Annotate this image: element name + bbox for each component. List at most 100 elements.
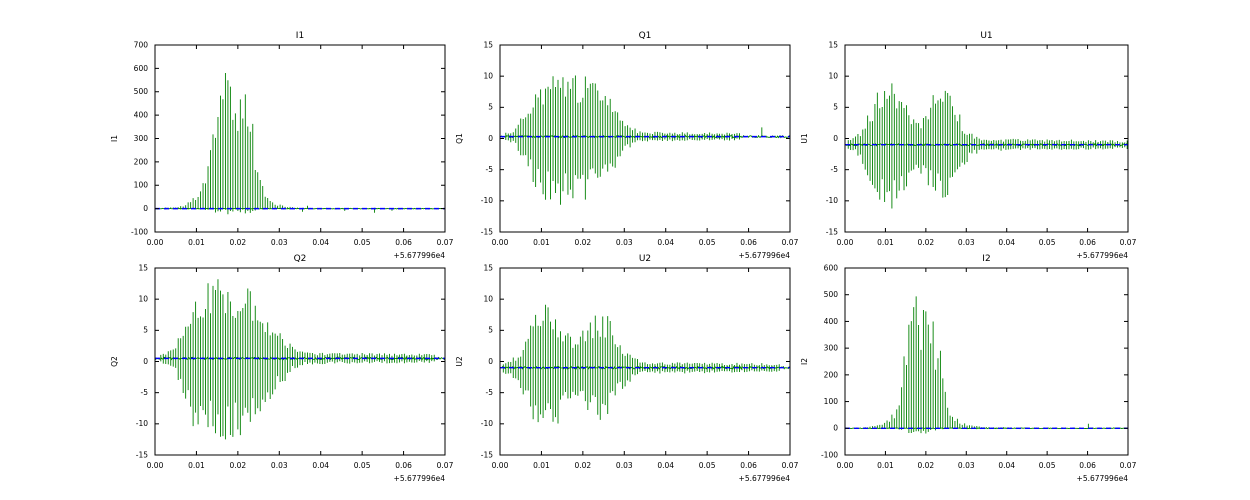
- y-axis-label: U1: [800, 133, 809, 143]
- x-tick-label: 0.06: [395, 238, 412, 247]
- x-tick-label: 0.02: [918, 238, 935, 247]
- y-tick-label: 200: [824, 370, 839, 379]
- subplot-title: U2: [639, 254, 651, 264]
- y-tick-label: -10: [481, 419, 493, 428]
- x-tick-label: 0.07: [782, 461, 799, 470]
- signal-trace: [155, 73, 445, 215]
- y-tick-label: 5: [488, 103, 493, 112]
- x-tick-label: 0.01: [877, 461, 894, 470]
- subplot-title: I1: [296, 31, 304, 41]
- subplot-title: U1: [980, 31, 992, 41]
- x-tick-label: 0.00: [492, 461, 509, 470]
- x-tick-label: 0.01: [877, 238, 894, 247]
- x-tick-label: 0.03: [271, 238, 288, 247]
- y-tick-label: -5: [141, 388, 149, 397]
- x-tick-label: 0.05: [354, 238, 371, 247]
- y-tick-label: 500: [134, 87, 149, 96]
- x-tick-label: 0.05: [354, 461, 371, 470]
- x-tick-label: 0.06: [395, 461, 412, 470]
- y-tick-label: 300: [824, 344, 839, 353]
- x-offset-label: +5.677996e4: [394, 474, 446, 483]
- x-tick-label: 0.04: [657, 461, 674, 470]
- y-tick-label: 15: [828, 40, 838, 49]
- y-tick-label: 700: [134, 40, 149, 49]
- y-tick-label: -15: [481, 227, 493, 236]
- x-tick-label: 0.00: [147, 461, 164, 470]
- x-tick-label: 0.01: [533, 461, 550, 470]
- x-tick-label: 0.01: [188, 238, 205, 247]
- y-tick-label: 5: [488, 326, 493, 335]
- y-tick-label: 10: [483, 295, 493, 304]
- x-tick-label: 0.03: [958, 461, 975, 470]
- x-offset-label: +5.677996e4: [739, 474, 791, 483]
- x-tick-label: 0.06: [740, 238, 757, 247]
- x-tick-label: 0.00: [492, 238, 509, 247]
- x-tick-label: 0.02: [575, 238, 592, 247]
- x-tick-label: 0.01: [188, 461, 205, 470]
- axis-frame: [844, 267, 1129, 456]
- y-tick-label: 15: [483, 40, 493, 49]
- x-tick-label: 0.06: [1079, 238, 1096, 247]
- y-tick-label: 5: [143, 326, 148, 335]
- y-tick-label: 0: [833, 134, 838, 143]
- x-tick-label: 0.05: [1039, 461, 1056, 470]
- x-tick-label: 0.00: [147, 238, 164, 247]
- x-offset-label: +5.677996e4: [394, 251, 446, 260]
- y-tick-label: -5: [486, 388, 494, 397]
- y-tick-label: 15: [483, 263, 493, 272]
- x-tick-label: 0.02: [575, 461, 592, 470]
- y-tick-label: 500: [824, 290, 839, 299]
- x-tick-label: 0.07: [437, 238, 454, 247]
- x-tick-label: 0.04: [998, 238, 1015, 247]
- y-tick-label: 10: [483, 72, 493, 81]
- x-offset-label: +5.677996e4: [1077, 251, 1129, 260]
- x-offset-label: +5.677996e4: [739, 251, 791, 260]
- x-tick-label: 0.02: [230, 238, 247, 247]
- y-tick-label: -15: [481, 450, 493, 459]
- x-offset-label: +5.677996e4: [1077, 474, 1129, 483]
- y-tick-label: 0: [488, 134, 493, 143]
- subplot-U1: 0.00 0.01 0.02 0.03 0.04 0.05 0.06 0.07 -15 -10 -5…: [800, 31, 1137, 260]
- y-axis-label: I1: [110, 135, 119, 142]
- y-tick-label: -10: [826, 196, 838, 205]
- subplot-Q2: 0.00 0.01 0.02 0.03 0.04 0.05 0.06 0.07 -15 -10 -5…: [110, 254, 454, 483]
- y-tick-label: 0: [488, 357, 493, 366]
- x-tick-label: 0.06: [740, 461, 757, 470]
- y-tick-label: -5: [486, 165, 494, 174]
- y-tick-label: 400: [824, 317, 839, 326]
- x-tick-label: 0.03: [958, 238, 975, 247]
- y-tick-label: 300: [134, 134, 149, 143]
- y-tick-label: -100: [131, 227, 148, 236]
- y-tick-label: 0: [143, 204, 148, 213]
- x-tick-label: 0.00: [837, 238, 854, 247]
- y-tick-label: 200: [134, 157, 149, 166]
- y-tick-label: -10: [136, 419, 148, 428]
- x-tick-label: 0.01: [533, 238, 550, 247]
- subplot-Q1: 0.00 0.01 0.02 0.03 0.04 0.05 0.06 0.07 -15 -10 -5…: [455, 31, 799, 260]
- x-tick-label: 0.07: [1120, 238, 1137, 247]
- y-axis-label: Q2: [110, 356, 119, 367]
- y-tick-label: -10: [481, 196, 493, 205]
- x-tick-label: 0.05: [699, 461, 716, 470]
- subplot-title: Q2: [294, 254, 307, 264]
- x-tick-label: 0.04: [657, 238, 674, 247]
- signal-trace: [500, 304, 790, 424]
- x-tick-label: 0.03: [271, 461, 288, 470]
- x-tick-label: 0.03: [616, 461, 633, 470]
- y-tick-label: 100: [134, 181, 149, 190]
- x-tick-label: 0.04: [312, 461, 329, 470]
- y-tick-label: -5: [831, 165, 839, 174]
- x-tick-label: 0.02: [918, 461, 935, 470]
- x-tick-label: 0.03: [616, 238, 633, 247]
- subplot-I2: 0.00 0.01 0.02 0.03 0.04 0.05 0.06 0.07 -100 0 100…: [800, 254, 1137, 483]
- subplot-U2: 0.00 0.01 0.02 0.03 0.04 0.05 0.06 0.07 -15 -10 -5…: [455, 254, 799, 483]
- y-tick-label: 600: [134, 64, 149, 73]
- y-tick-label: 0: [143, 357, 148, 366]
- x-tick-label: 0.05: [699, 238, 716, 247]
- y-tick-label: -15: [826, 227, 838, 236]
- x-tick-label: 0.07: [782, 238, 799, 247]
- y-tick-label: 5: [833, 103, 838, 112]
- x-tick-label: 0.02: [230, 461, 247, 470]
